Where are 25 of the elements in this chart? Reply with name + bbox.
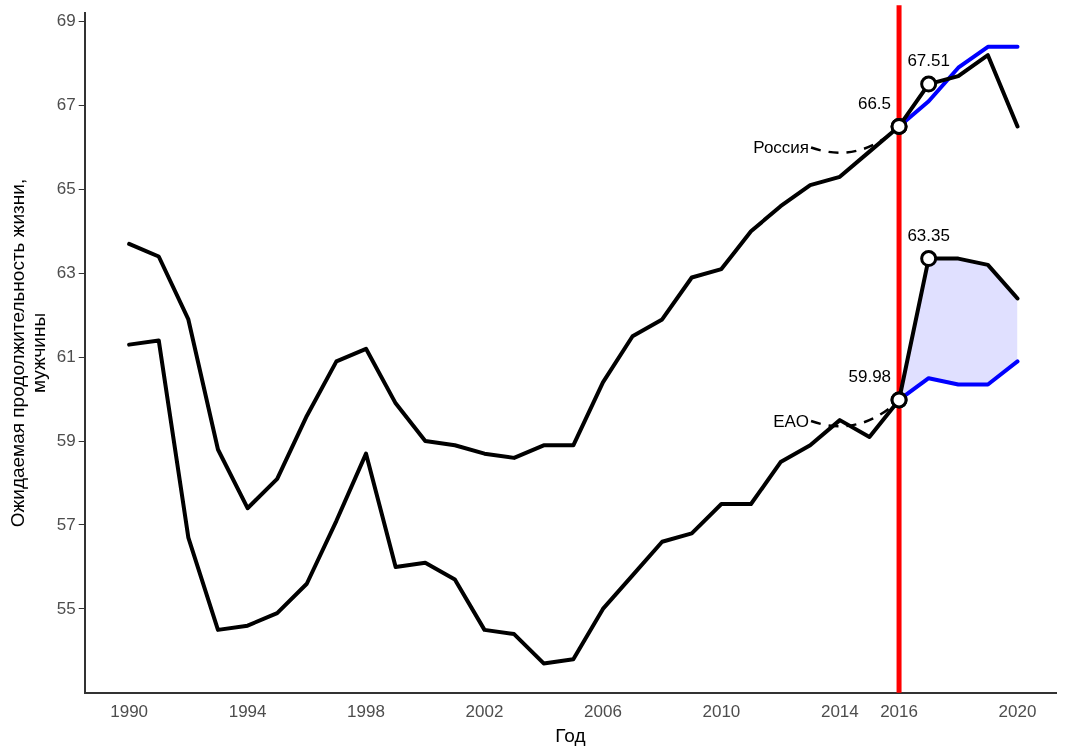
y-tick-label: 55 <box>56 598 76 618</box>
x-tick-label: 1994 <box>228 701 267 721</box>
x-tick-label: 1998 <box>347 701 385 721</box>
y-tick-label: 67 <box>56 95 76 115</box>
data-label: 67.51 <box>907 51 950 71</box>
x-tick-label: 2016 <box>880 701 918 721</box>
y-tick-label: 65 <box>56 179 76 199</box>
data-label: 66.5 <box>857 93 892 113</box>
x-tick-label: 2006 <box>584 701 622 721</box>
y-tick-label: 69 <box>56 11 76 31</box>
y-tick-label: 59 <box>56 430 76 450</box>
y-tick-label: 61 <box>56 346 76 366</box>
x-tick-label: 2002 <box>465 701 504 721</box>
y-tick-label: 57 <box>56 514 76 534</box>
y-axis-title: Ожидаемая продолжительность жизни, мужчины <box>6 178 49 528</box>
annotation: EAO <box>773 411 810 431</box>
x-tick-label: 2010 <box>702 701 741 721</box>
annotation: Россия <box>753 138 810 158</box>
data-label: 63.35 <box>907 225 950 245</box>
x-axis-title: Год <box>555 724 586 746</box>
x-tick-label: 1990 <box>110 701 149 721</box>
x-tick-label: 2020 <box>998 701 1037 721</box>
data-label: 59.98 <box>848 367 892 387</box>
y-tick-label: 63 <box>56 262 76 282</box>
x-tick-label: 2014 <box>820 701 859 721</box>
